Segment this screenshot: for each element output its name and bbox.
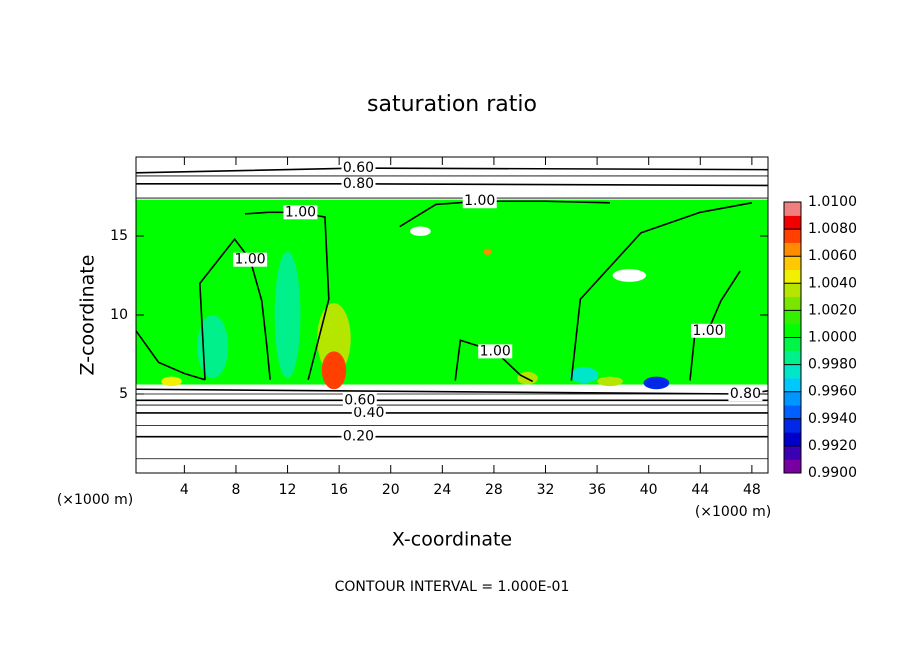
contour-label-bg [691, 323, 726, 338]
x-tick-label: 16 [330, 482, 348, 498]
contour-label: 0.40 [353, 405, 384, 421]
field-spot [197, 315, 229, 379]
field-spot [612, 269, 647, 282]
field-band [136, 199, 768, 385]
contour-label: 1.00 [285, 204, 316, 220]
contour-label-bg [283, 205, 318, 220]
y-tick-label: 15 [110, 228, 128, 244]
x-tick-label: 40 [640, 482, 658, 498]
contour-label-bg [728, 387, 763, 401]
field-spot [570, 367, 599, 383]
contour-label-bg [478, 344, 513, 359]
y-axis-label: Z-coordinate [77, 255, 99, 376]
contour-label-bg [341, 161, 376, 176]
x-tick-label: 4 [180, 482, 189, 498]
plot-area: 0.200.400.60 0.800.800.601.001.001.001.00… [136, 160, 768, 460]
contour-label-bg [462, 194, 497, 209]
colorbar-swatch [784, 418, 801, 433]
colorbar-tick-label: 1.0080 [808, 221, 857, 237]
colorbar-swatch [784, 215, 801, 230]
y-tick-label: 10 [110, 307, 128, 323]
x-tick-label: 28 [485, 482, 503, 498]
x-tick-label: 44 [691, 482, 709, 498]
contour-label: 0.80 [343, 176, 374, 192]
x-unit: (×1000 m) [57, 492, 133, 508]
contour-label: 0.60 [344, 392, 375, 408]
colorbar-tick-label: 0.9900 [808, 465, 857, 481]
colorbar-swatch [784, 364, 801, 379]
colorbar-tick-label: 1.0000 [808, 330, 857, 346]
contour-label: 0.60 [343, 160, 374, 176]
colorbar-tick-label: 0.9960 [808, 384, 857, 400]
x-tick-label: 8 [231, 482, 240, 498]
colorbar-swatch [784, 296, 801, 311]
contour-label-bg [351, 405, 386, 420]
colorbar-swatch [784, 337, 801, 352]
contour-label: 1.00 [480, 343, 511, 359]
footer: CONTOUR INTERVAL = 1.000E-01 [335, 579, 570, 595]
field-spot [597, 376, 623, 387]
contour-line [136, 167, 768, 174]
field-spot [321, 351, 347, 390]
field-spot [643, 376, 670, 390]
contour-line [136, 183, 768, 187]
colorbar-tick-label: 1.0020 [808, 302, 857, 318]
x-axis-label: X-coordinate [392, 529, 512, 551]
colorbar-swatch [784, 378, 801, 392]
contour-label: 0.20 [343, 429, 374, 445]
x-tick-label: 24 [433, 482, 451, 498]
colorbar-swatch [784, 445, 801, 460]
y-tick-label: 5 [119, 386, 128, 402]
colorbar-tick-label: 1.0060 [808, 248, 857, 264]
colorbar-swatch [784, 202, 801, 216]
x-unit: (×1000 m) [695, 504, 771, 520]
contour-line [136, 330, 206, 381]
colorbar-tick-label: 0.9940 [808, 411, 857, 427]
field-spot [483, 248, 492, 255]
contour-label: 1.00 [464, 193, 495, 209]
contour-line [136, 388, 768, 395]
colorbar-swatch [784, 310, 801, 325]
colorbar-swatch [784, 391, 801, 406]
x-tick-label: 32 [537, 482, 555, 498]
colorbar-swatch [784, 242, 801, 257]
field-spot [161, 376, 182, 387]
colorbar-tick-label: 1.0100 [808, 194, 857, 210]
colorbar-tick-label: 0.9980 [808, 357, 857, 373]
colorbar-swatch [784, 432, 801, 447]
colorbar-swatch [784, 256, 801, 271]
contour-label: 0.80 [730, 386, 761, 402]
x-tick-label: 36 [588, 482, 606, 498]
overlay: 4 8 12 16 20 24 28 32 36 40 44 48510150.99000.99200… [110, 156, 857, 498]
contour-label-bg [341, 429, 376, 444]
colorbar-swatch [784, 459, 801, 474]
colorbar-swatch [784, 229, 801, 243]
contour-label: 1.00 [235, 252, 266, 268]
colorbar-swatch [784, 351, 801, 365]
colorbar-swatch [784, 323, 801, 338]
contour-label-bg [342, 393, 377, 408]
contour-line [570, 202, 753, 381]
colorbar-swatch [784, 283, 801, 298]
chart-title: saturation ratio [367, 92, 537, 117]
x-tick-label: 12 [279, 482, 297, 498]
colorbar-tick-label: 1.0040 [808, 275, 857, 291]
colorbar-swatch [784, 269, 801, 284]
x-tick-label: 20 [382, 482, 400, 498]
colorbar-swatch [784, 405, 801, 420]
x-tick-label: 48 [743, 482, 761, 498]
field-spot [274, 251, 301, 379]
field-spot [410, 226, 431, 236]
colorbar-tick-label: 0.9920 [808, 438, 857, 454]
contour-label-bg [341, 176, 376, 191]
contour-label-bg [233, 252, 268, 267]
contour-label: 1.00 [692, 323, 723, 339]
